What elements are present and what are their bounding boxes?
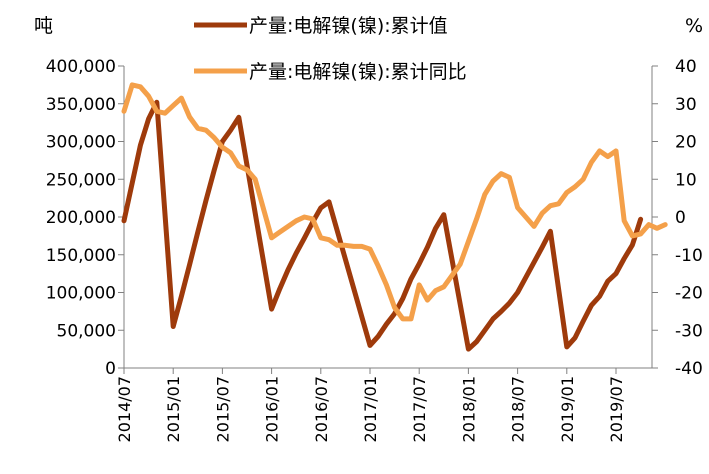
series-line-production-cumulative: [121, 99, 644, 352]
right-tick-label: 0: [675, 208, 686, 228]
left-tick-label: 350,000: [46, 95, 116, 115]
left-tick-label: 150,000: [46, 246, 116, 266]
right-tick-label: -30: [675, 321, 703, 341]
x-axis-ticks: 2014/07 2015/01 2015/07 2016/01 2016/07 2017/…: [115, 368, 626, 442]
x-tick-label: 2017/01: [361, 376, 380, 442]
right-tick-label: -40: [675, 359, 703, 379]
x-tick-label: 2017/07: [410, 376, 429, 442]
x-tick-label: 2016/01: [263, 376, 282, 442]
x-tick-label: 2019/07: [607, 376, 626, 442]
series-line-production-yoy: [121, 82, 668, 322]
right-tick-label: -10: [675, 246, 703, 266]
left-axis-ticks: 0 50,000 100,000 150,000 200,000 250,000 300,0…: [46, 57, 124, 379]
left-tick-label: 400,000: [46, 57, 116, 77]
x-tick-label: 2015/01: [164, 376, 183, 442]
left-tick-label: 300,000: [46, 133, 116, 153]
left-tick-label: 250,000: [46, 170, 116, 190]
left-tick-label: 100,000: [46, 284, 116, 304]
right-tick-label: 40: [675, 57, 697, 77]
left-tick-label: 50,000: [57, 321, 116, 341]
right-tick-label: 10: [675, 170, 697, 190]
right-axis-unit: %: [685, 15, 703, 37]
x-tick-label: 2014/07: [115, 376, 134, 442]
legend: 产量:电解镍(镍):累计值 产量:电解镍(镍):累计同比: [194, 15, 467, 83]
legend-label-production: 产量:电解镍(镍):累计值: [249, 15, 448, 37]
left-tick-label: 0: [105, 359, 116, 379]
x-tick-label: 2019/01: [558, 376, 577, 442]
legend-label-yoy: 产量:电解镍(镍):累计同比: [249, 61, 467, 83]
series-layer: [121, 82, 668, 352]
right-axis-ticks: -40 -30 -20 -10 0 10 20 30 40: [652, 57, 703, 379]
x-tick-label: 2018/07: [509, 376, 528, 442]
right-tick-label: 30: [675, 95, 697, 115]
x-tick-label: 2016/07: [312, 376, 331, 442]
x-tick-label: 2018/01: [459, 376, 478, 442]
left-axis-unit: 吨: [34, 15, 53, 37]
right-tick-label: 20: [675, 133, 697, 153]
left-tick-label: 200,000: [46, 208, 116, 228]
x-tick-label: 2015/07: [213, 376, 232, 442]
right-tick-label: -20: [675, 284, 703, 304]
